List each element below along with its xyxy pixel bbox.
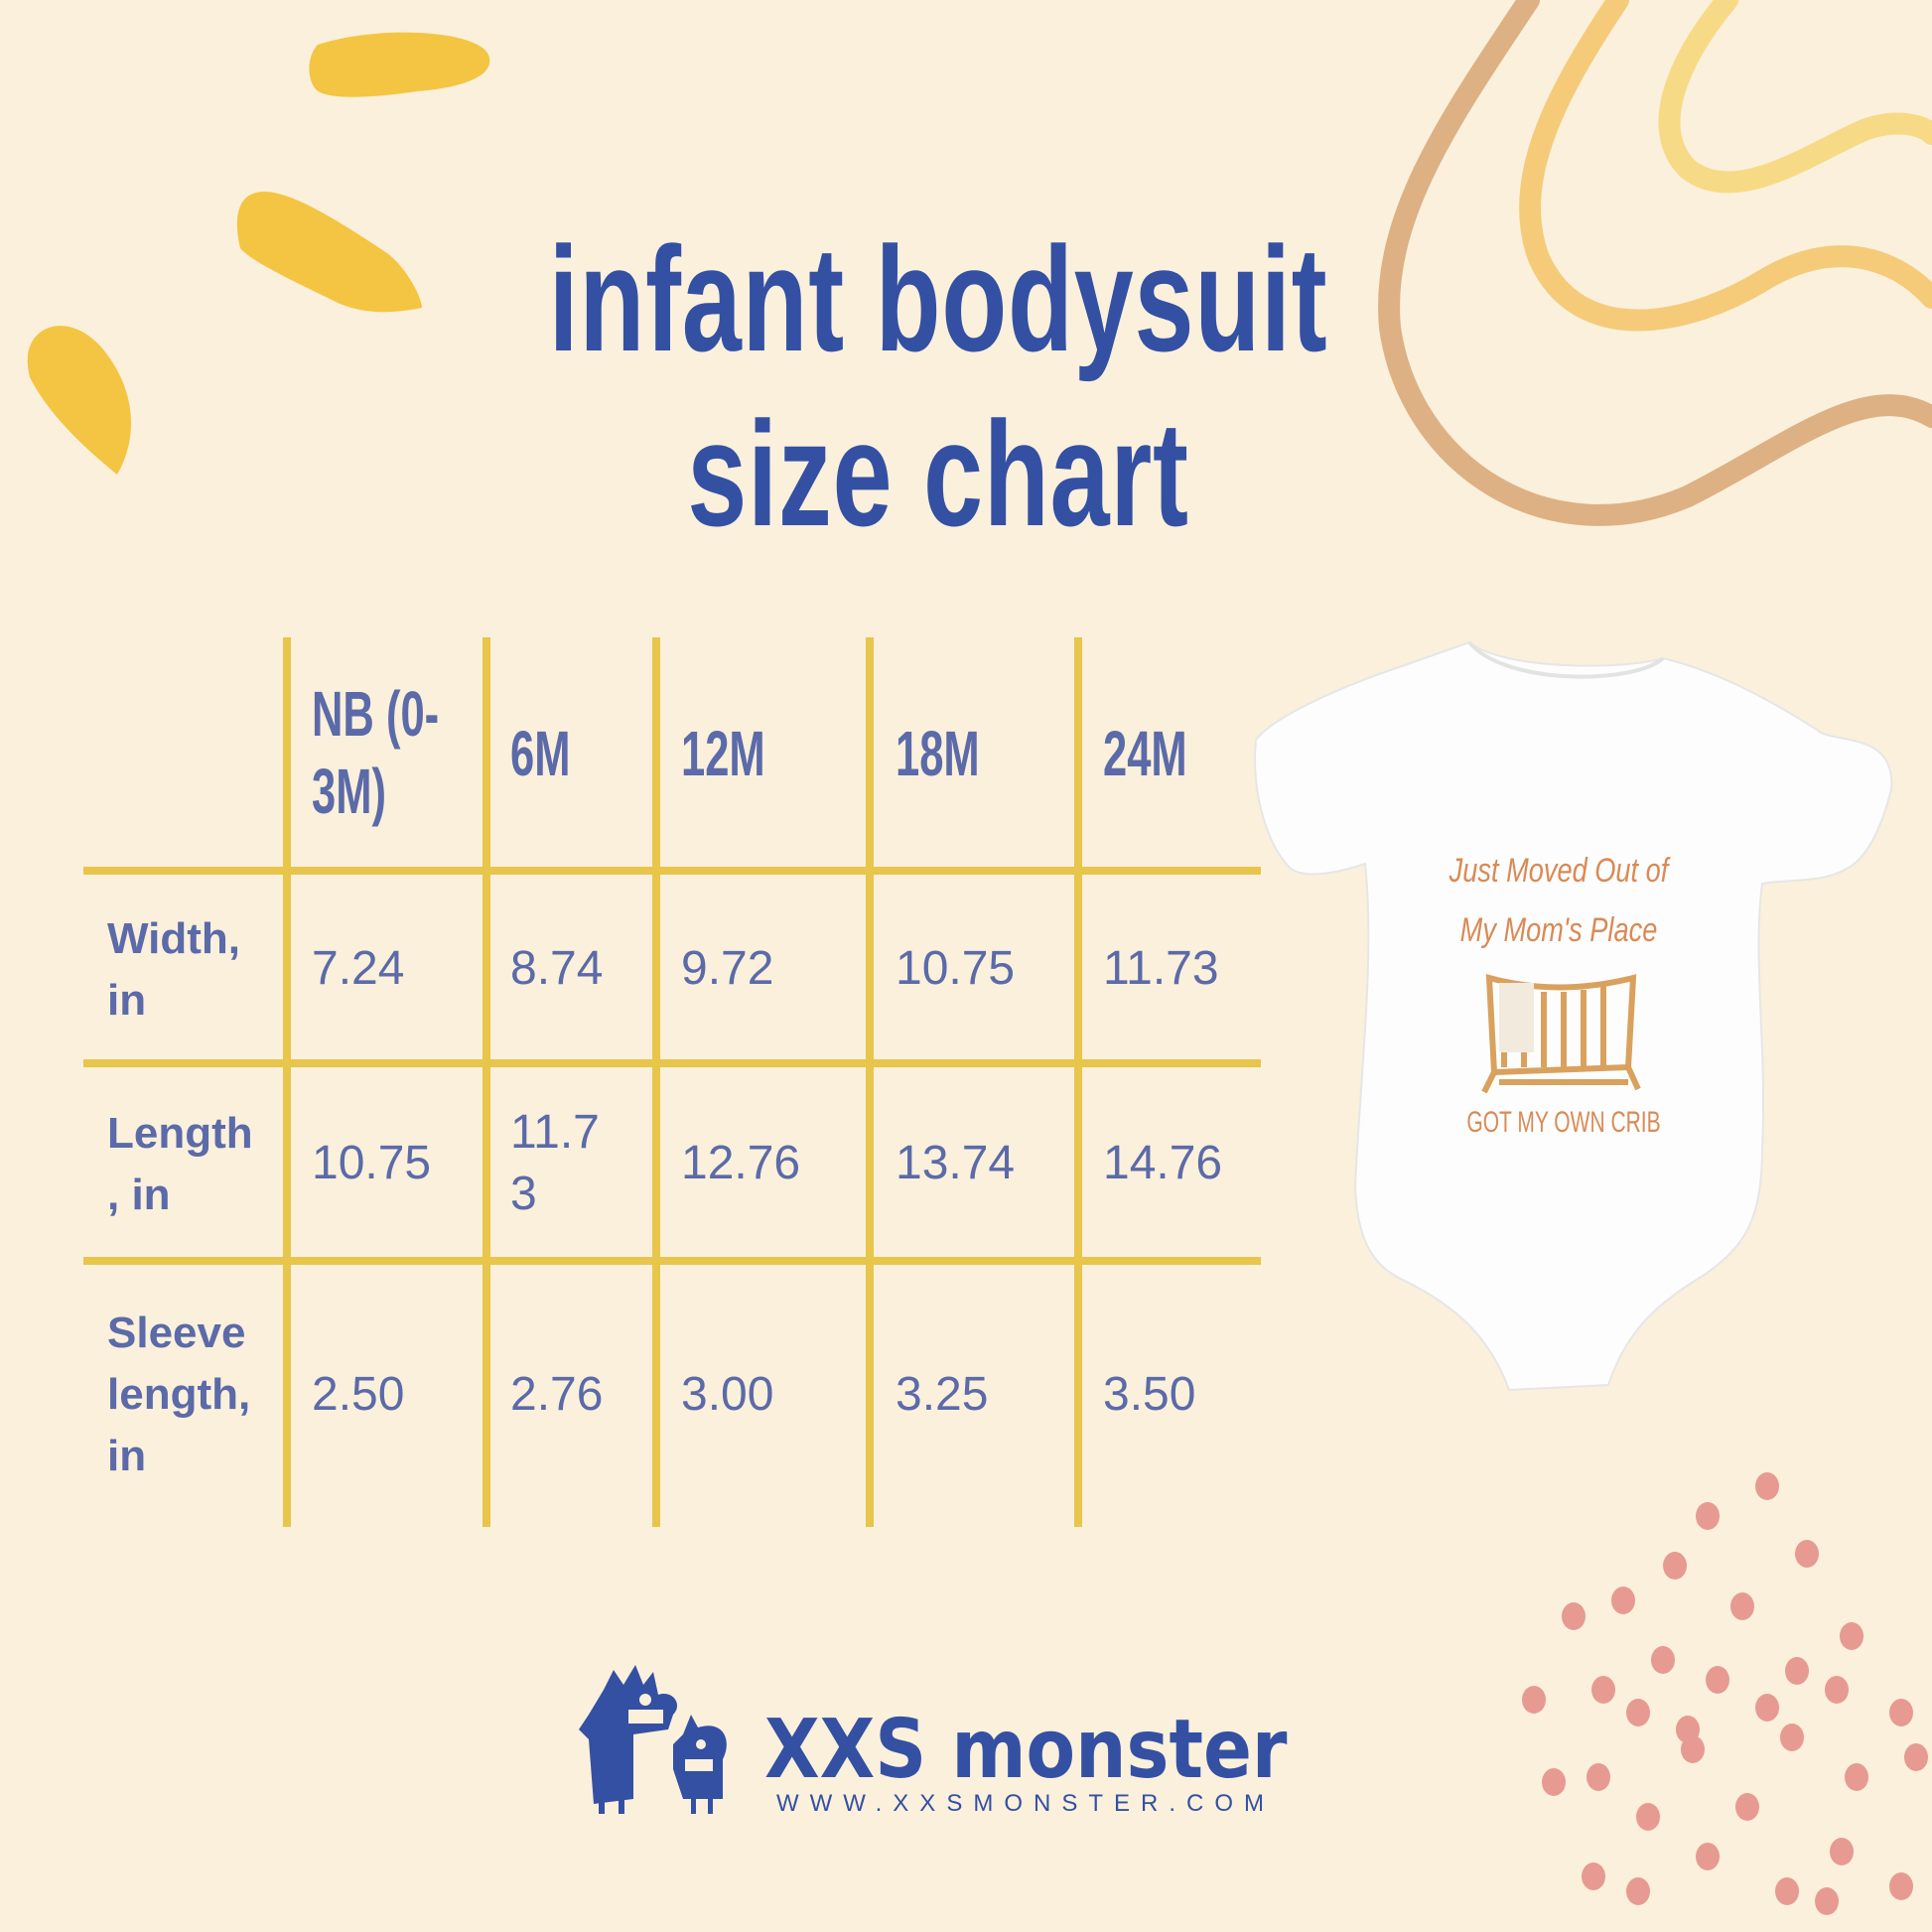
pink-dot xyxy=(1904,1743,1928,1771)
table-cell: 2.50 xyxy=(312,1364,404,1426)
print-text-1: Just Moved Out of xyxy=(1449,852,1669,890)
pink-dot xyxy=(1696,1502,1720,1530)
table-cell: 2.76 xyxy=(510,1364,603,1426)
pink-dot xyxy=(1755,1472,1779,1500)
grid-line xyxy=(1074,637,1082,1527)
pink-dot xyxy=(1815,1887,1839,1915)
table-cell: 3.00 xyxy=(681,1364,773,1426)
grid-line xyxy=(83,867,1261,875)
pink-dot xyxy=(1780,1724,1804,1751)
cell-text: 9.72 xyxy=(681,942,774,995)
table-cell: 11.73 xyxy=(1103,938,1219,1000)
brand-name: XXS monster xyxy=(764,1703,1288,1797)
column-header-18m: 18M xyxy=(896,718,980,789)
table-cell: 14.76 xyxy=(1103,1133,1222,1194)
pink-dot xyxy=(1825,1676,1849,1704)
cell-text: 3.00 xyxy=(681,1368,774,1421)
bodysuit-image xyxy=(1254,640,1893,1392)
pink-dot xyxy=(1663,1552,1687,1580)
pink-dot xyxy=(1795,1540,1819,1568)
table-cell: 13.74 xyxy=(896,1133,1015,1194)
grid-line xyxy=(483,637,490,1527)
monster-logo-icon xyxy=(579,1665,727,1814)
pink-dot xyxy=(1696,1843,1720,1870)
yellow-blobs xyxy=(27,32,490,475)
table-cell: 10.75 xyxy=(312,1133,431,1194)
page-title: infant bodysuit xyxy=(548,215,1328,382)
cell-text: 14.76 xyxy=(1103,1137,1223,1189)
column-header-24m: 24M xyxy=(1103,718,1187,789)
column-header-12m: 12M xyxy=(681,718,765,789)
pink-dot xyxy=(1681,1735,1705,1763)
table-cell: 9.72 xyxy=(681,938,773,1000)
print-text-3: GOT MY OWN CRIB xyxy=(1466,1106,1661,1139)
cell-text: 11.7 xyxy=(510,1106,600,1159)
row-label-length: Length, in xyxy=(107,1109,253,1219)
pink-dot xyxy=(1830,1838,1854,1865)
blanket xyxy=(1499,983,1534,1052)
pink-dot xyxy=(1845,1763,1868,1791)
cell-text: 8.74 xyxy=(510,942,604,995)
table-cell: 3.50 xyxy=(1103,1364,1195,1426)
pink-dot xyxy=(1522,1686,1546,1714)
wavy-lines xyxy=(1378,0,1932,526)
pink-dot xyxy=(1591,1676,1615,1704)
cell-text: 11.73 xyxy=(1103,942,1219,995)
table-cell: 7.24 xyxy=(312,938,404,1000)
cell-text: 7.24 xyxy=(312,942,405,995)
table-cell: 8.74 xyxy=(510,938,603,1000)
page-subtitle: size chart xyxy=(687,390,1189,557)
pink-dot xyxy=(1542,1768,1566,1796)
pink-dot xyxy=(1651,1646,1675,1674)
cell-text: 2.76 xyxy=(510,1368,604,1421)
grid-line xyxy=(83,1257,1261,1265)
cell-text: 3.50 xyxy=(1103,1368,1196,1421)
pink-dots xyxy=(1522,1472,1928,1915)
pink-dot xyxy=(1562,1602,1586,1630)
pink-dot xyxy=(1785,1657,1809,1685)
grid-line xyxy=(83,1059,1261,1067)
grid-line xyxy=(652,637,660,1527)
column-header-6m: 6M xyxy=(510,718,571,789)
cell-text: 10.75 xyxy=(896,942,1016,995)
brand-url: WWW.XXSMONSTER.COM xyxy=(776,1790,1275,1817)
row-label-width: Width, in xyxy=(107,914,240,1025)
pink-dot xyxy=(1755,1694,1779,1722)
cell-text: 10.75 xyxy=(312,1137,432,1189)
table-cell: 12.76 xyxy=(681,1133,800,1194)
print-text-2: My Mom's Place xyxy=(1459,911,1658,949)
table-cell: 3.25 xyxy=(896,1364,988,1426)
pink-dot xyxy=(1840,1622,1863,1650)
table-cell: 10.75 xyxy=(896,938,1015,1000)
pink-dot xyxy=(1582,1863,1605,1890)
grid-line xyxy=(283,637,291,1527)
pink-dot xyxy=(1735,1793,1759,1821)
grid-line xyxy=(866,637,874,1527)
pink-dot xyxy=(1611,1587,1635,1614)
cell-text: 3 xyxy=(510,1168,537,1220)
pink-dot xyxy=(1626,1699,1650,1726)
pink-dot xyxy=(1587,1763,1610,1791)
pink-dot xyxy=(1889,1699,1913,1726)
pink-dot xyxy=(1889,1872,1913,1900)
pink-dot xyxy=(1775,1877,1799,1905)
cell-text: 12.76 xyxy=(681,1137,801,1189)
column-header-nb: NB (0- 3M) xyxy=(312,678,440,827)
pink-dot xyxy=(1626,1877,1650,1905)
cell-text: 13.74 xyxy=(896,1137,1016,1189)
cell-text: 3.25 xyxy=(896,1368,989,1421)
bodysuit-shape xyxy=(1254,640,1893,1392)
cell-text: 2.50 xyxy=(312,1368,405,1421)
pink-dot xyxy=(1636,1803,1660,1831)
row-label-sleeve: Sleeve length, in xyxy=(107,1309,251,1480)
pink-dot xyxy=(1730,1592,1754,1620)
pink-dot xyxy=(1706,1666,1729,1694)
